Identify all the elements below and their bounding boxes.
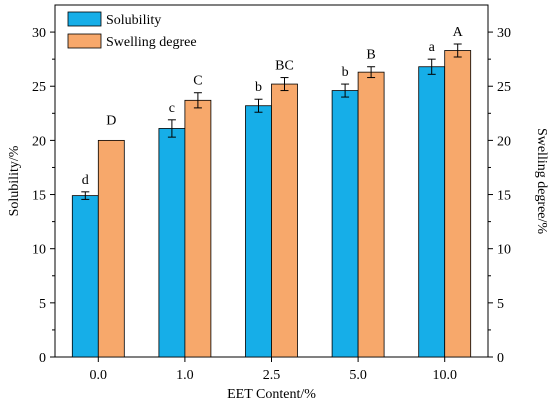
significance-label-solubility-0: d — [82, 173, 89, 188]
significance-label-solubility-1: c — [169, 101, 175, 116]
y-tick-label-right-2: 10 — [497, 243, 511, 258]
legend-swatch-swelling-degree — [67, 33, 102, 49]
x-tick-label-0: 0.0 — [90, 368, 108, 383]
bar-solubility-0 — [71, 195, 99, 358]
bar-solubility-3 — [331, 90, 359, 358]
ticks-layer: 0.0 1.0 2.5 5.0 10.0 0 0 5 5 10 10 15 15 20 20 25 25 30 30 — [32, 26, 511, 383]
y-tick-label-left-3: 15 — [32, 189, 46, 204]
x-tick-label-4: 10.0 — [432, 368, 457, 383]
legend: Solubility Swelling degree — [67, 11, 197, 50]
bar-swelling-degree-4 — [444, 50, 472, 358]
significance-label-solubility-3: b — [342, 65, 349, 80]
y-tick-label-right-4: 20 — [497, 134, 511, 149]
x-tick-label-3: 5.0 — [349, 368, 367, 383]
significance-label-swelling-degree-2: BC — [275, 59, 294, 74]
y-tick-label-left-0: 0 — [39, 351, 46, 366]
significance-labels-layer: d Dc C b BC b Ba A — [82, 25, 464, 188]
bar-solubility-4 — [418, 66, 446, 358]
bar-solubility-1 — [158, 128, 186, 358]
bar-swelling-degree-0 — [97, 139, 125, 358]
y-tick-label-right-5: 25 — [497, 80, 511, 95]
y-tick-label-right-3: 15 — [497, 189, 511, 204]
legend-swatch-solubility — [67, 11, 102, 27]
bar-solubility-2 — [245, 105, 272, 358]
x-tick-label-1: 1.0 — [176, 368, 194, 383]
y-tick-label-right-6: 30 — [497, 26, 511, 41]
y-tick-label-right-1: 5 — [497, 297, 504, 312]
x-tick-label-2: 2.5 — [263, 368, 281, 383]
y-tick-label-right-0: 0 — [497, 351, 504, 366]
error-bars-layer — [81, 43, 462, 200]
y-tick-label-left-1: 5 — [39, 297, 46, 312]
significance-label-swelling-degree-0: D — [106, 113, 116, 128]
significance-label-solubility-4: a — [429, 40, 436, 55]
significance-label-swelling-degree-4: A — [453, 25, 464, 40]
legend-label-solubility: Solubility — [106, 13, 161, 28]
y-axis-title-left: Solubility/% — [7, 145, 22, 216]
bars-layer — [71, 50, 472, 358]
y-tick-label-left-6: 30 — [32, 26, 46, 41]
significance-label-swelling-degree-3: B — [366, 48, 375, 63]
significance-label-solubility-2: b — [255, 80, 262, 95]
legend-label-swelling-degree: Swelling degree — [106, 35, 197, 50]
significance-label-swelling-degree-1: C — [193, 74, 202, 89]
y-tick-label-left-5: 25 — [32, 80, 46, 95]
y-tick-label-left-4: 20 — [32, 134, 46, 149]
bar-swelling-degree-1 — [184, 99, 212, 358]
bar-swelling-degree-2 — [271, 83, 298, 358]
x-axis-title: EET Content/% — [227, 387, 316, 402]
y-axis-title-right: Swelling degree/% — [534, 128, 549, 234]
bar-swelling-degree-3 — [357, 71, 385, 358]
y-tick-label-left-2: 10 — [32, 243, 46, 258]
